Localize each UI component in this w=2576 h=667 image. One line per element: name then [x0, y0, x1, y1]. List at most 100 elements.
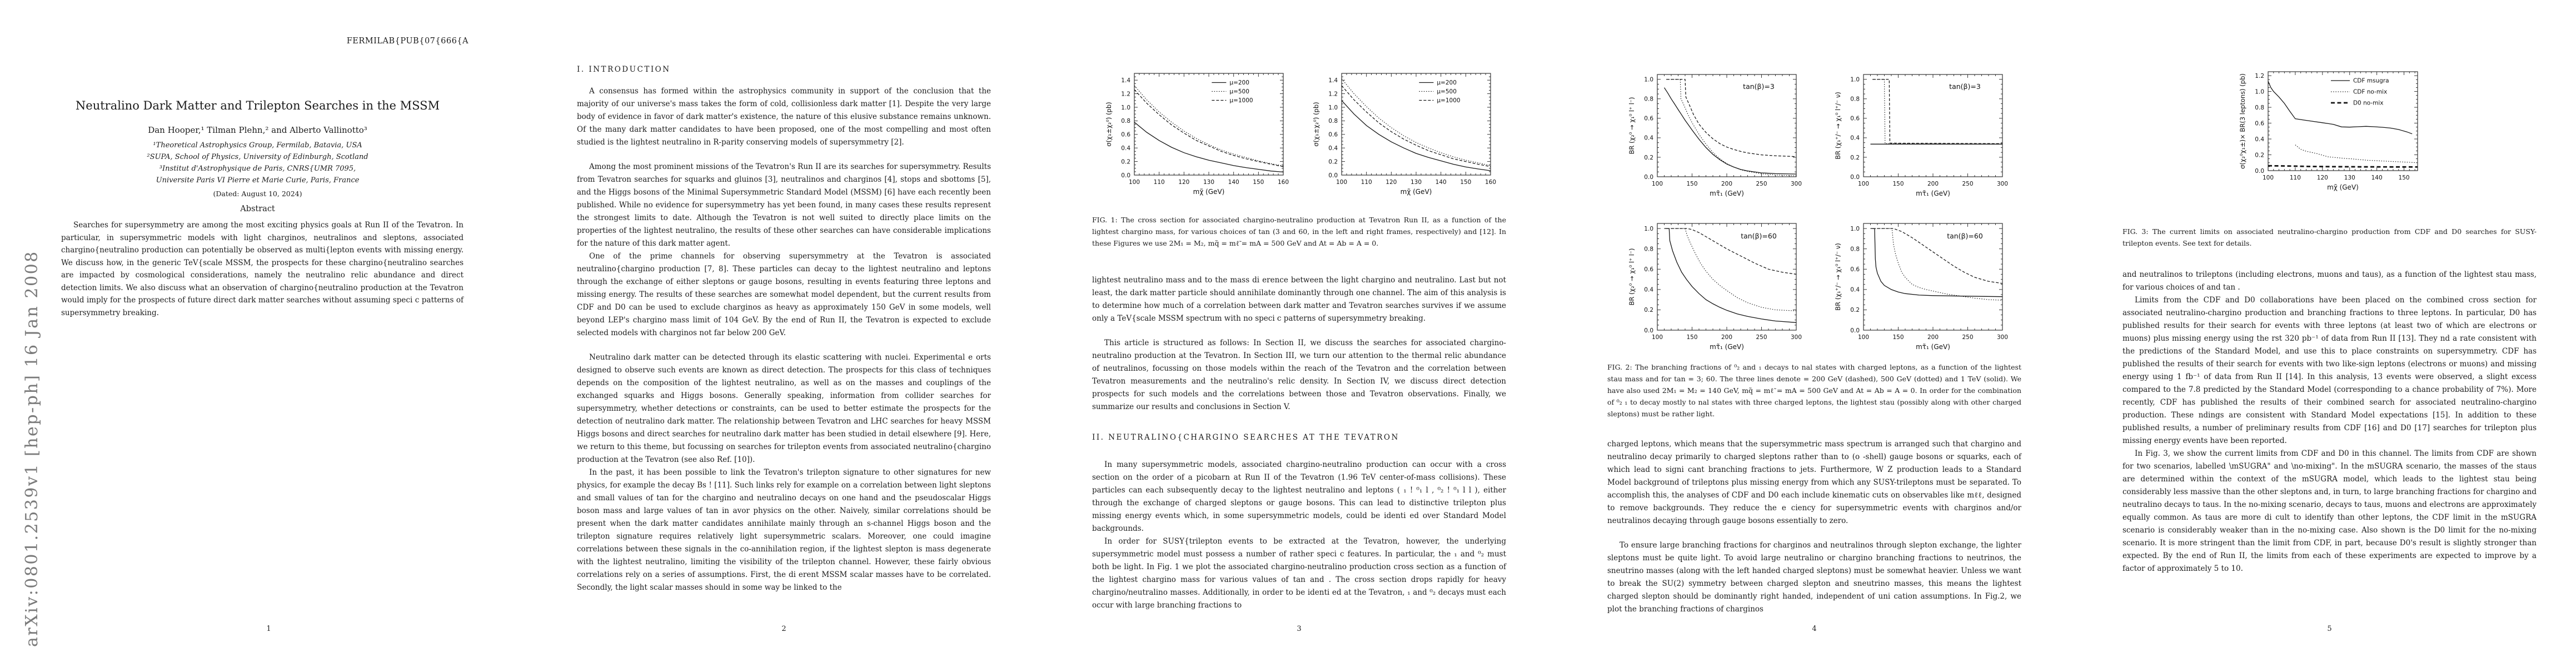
svg-text:0.4: 0.4	[1850, 287, 1860, 293]
svg-text:1.0: 1.0	[1121, 104, 1130, 111]
page-number-1: 1	[266, 625, 271, 633]
svg-text:1.0: 1.0	[1644, 226, 1653, 232]
authors-line: Dan Hooper,¹ Tilman Plehn,² and Alberto …	[148, 125, 367, 135]
svg-text:0.8: 0.8	[2255, 104, 2264, 111]
svg-text:0.0: 0.0	[2255, 168, 2264, 175]
svg-text:0.4: 0.4	[1644, 287, 1653, 293]
svg-text:250: 250	[1962, 181, 1973, 187]
page-4: FIG. 2: The branching fractions of ⁰₂ an…	[1546, 0, 2061, 667]
svg-text:130: 130	[1411, 179, 1422, 186]
svg-text:150: 150	[1686, 334, 1697, 341]
svg-text:160: 160	[1278, 179, 1289, 186]
svg-text:μ=500: μ=500	[1437, 88, 1457, 95]
abstract-text: Searches for supersymmetry are among the…	[61, 221, 464, 317]
svg-text:160: 160	[1485, 179, 1496, 186]
svg-text:0.8: 0.8	[1644, 246, 1653, 253]
svg-text:0.8: 0.8	[1328, 118, 1338, 125]
section-heading-searches: II. NEUTRALINO{CHARGINO SEARCHES AT THE …	[1092, 433, 1399, 442]
affiliation-1: ¹Theoretical Astrophysics Group, Fermila…	[153, 141, 362, 150]
svg-text:300: 300	[1791, 181, 1802, 187]
chart-fig1-panel-0: 100 110 120 130 140 150 160 0.0 0.2 0.4 0.6 0.8 1.0 1…	[1105, 73, 1289, 196]
svg-text:300: 300	[1997, 181, 2008, 187]
svg-text:300: 300	[1997, 334, 2008, 341]
svg-text:1.0: 1.0	[1850, 77, 1860, 83]
page-number-5: 5	[2327, 625, 2332, 633]
svg-text:300: 300	[1791, 334, 1802, 341]
chart-fig2-panel-3: 100 150 200 250 300 0.0 0.2 0.4 0.6 0.8 1.0 mτ̃₁ (G…	[1834, 223, 2008, 351]
affiliation-4: Universite Paris VI Pierre et Marie Curi…	[156, 176, 360, 185]
page-number-3: 3	[1297, 625, 1302, 633]
svg-text:0.0: 0.0	[1328, 172, 1338, 179]
page-5-column: and neutralinos to trileptons (including…	[2122, 268, 2537, 575]
svg-text:110: 110	[2290, 175, 2301, 181]
paragraph: In many supersymmetric models, associate…	[1092, 460, 1506, 533]
svg-text:1.0: 1.0	[1850, 226, 1860, 232]
svg-text:tan(β)=60: tan(β)=60	[1947, 232, 1983, 240]
paragraph: Limits from the CDF and D0 collaboration…	[2122, 296, 2537, 445]
svg-text:μ=200: μ=200	[1229, 79, 1249, 86]
svg-text:D0 no-mix: D0 no-mix	[2353, 100, 2384, 107]
svg-text:1.2: 1.2	[1121, 91, 1130, 97]
svg-text:μ=1000: μ=1000	[1437, 97, 1460, 104]
report-number: FERMILAB{PUB{07{666{A	[346, 37, 469, 46]
svg-text:100: 100	[1858, 181, 1869, 187]
svg-text:1.4: 1.4	[1328, 77, 1338, 84]
svg-text:μ=200: μ=200	[1437, 79, 1457, 86]
svg-text:0.2: 0.2	[1121, 158, 1130, 165]
svg-text:1.2: 1.2	[2255, 73, 2264, 79]
svg-text:1.2: 1.2	[1328, 91, 1338, 97]
svg-text:200: 200	[1721, 181, 1732, 187]
svg-text:200: 200	[1927, 181, 1939, 187]
svg-text:150: 150	[1686, 181, 1697, 187]
svg-text:0.2: 0.2	[1644, 307, 1653, 313]
abstract-block: Searches for supersymmetry are among the…	[61, 219, 464, 319]
svg-text:250: 250	[1756, 334, 1767, 341]
paragraph: lightest neutralino mass and to the mass…	[1092, 276, 1506, 323]
svg-text:0.4: 0.4	[1850, 135, 1860, 142]
svg-text:0.8: 0.8	[1850, 96, 1860, 103]
svg-text:mτ̃₁ (GeV): mτ̃₁ (GeV)	[1710, 343, 1744, 351]
chart-fig1-panel-1: 100 110 120 130 140 150 160 0.0 0.2 0.4 0.6 0.8 1.0 1…	[1312, 73, 1496, 196]
svg-text:1.0: 1.0	[1328, 104, 1338, 111]
chart-fig2-panel-1: 100 150 200 250 300 0.0 0.2 0.4 0.6 0.8 1.0 mτ̃₁ (G…	[1834, 74, 2008, 197]
svg-text:σ(χ₁±χ₂⁰) (pb): σ(χ₁±χ₂⁰) (pb)	[1312, 102, 1320, 146]
page-number-4: 4	[1812, 625, 1817, 633]
svg-text:mτ̃₁ (GeV): mτ̃₁ (GeV)	[1710, 190, 1744, 197]
figure-3-caption: FIG. 3: The current limits on associated…	[2122, 227, 2537, 247]
paper-title: Neutralino Dark Matter and Trilepton Sea…	[75, 99, 440, 112]
svg-text:0.6: 0.6	[1328, 132, 1338, 138]
svg-text:tan(β)=3: tan(β)=3	[1743, 82, 1775, 91]
page-2-column: I. INTRODUCTION A consensus has formed w…	[577, 63, 991, 594]
svg-text:0.4: 0.4	[2255, 136, 2264, 143]
svg-text:mτ̃₁ (GeV): mτ̃₁ (GeV)	[1916, 343, 1950, 351]
date-line: (Dated: August 10, 2024)	[213, 190, 302, 198]
svg-text:250: 250	[1756, 181, 1767, 187]
paragraph: This article is structured as follows: I…	[1092, 339, 1506, 411]
svg-text:140: 140	[2371, 175, 2383, 181]
svg-text:100: 100	[1858, 334, 1869, 341]
paragraph: In the past, it has been possible to lin…	[577, 468, 991, 592]
paragraph: To ensure large branching fractions for …	[1607, 541, 2021, 614]
svg-text:0.0: 0.0	[1644, 174, 1653, 181]
svg-text:BR (χ₁⁺/⁻ → χ₁⁰ l⁺/⁻ ν): BR (χ₁⁺/⁻ → χ₁⁰ l⁺/⁻ ν)	[1834, 92, 1842, 160]
page-1: arXiv:0801.2539v1 [hep-ph] 16 Jan 2008 F…	[0, 0, 515, 667]
svg-text:200: 200	[1721, 334, 1732, 341]
page-4-column: charged leptons, which means that the su…	[1607, 438, 2021, 616]
svg-text:200: 200	[1927, 334, 1939, 341]
svg-text:150: 150	[1892, 181, 1904, 187]
svg-text:150: 150	[1892, 334, 1904, 341]
svg-text:150: 150	[1253, 179, 1264, 186]
svg-text:0.6: 0.6	[1850, 116, 1860, 122]
paragraph: and neutralinos to trileptons (including…	[2122, 270, 2537, 292]
svg-text:0.6: 0.6	[1121, 132, 1130, 138]
paragraph: Among the most prominent missions of the…	[577, 162, 991, 248]
svg-text:0.4: 0.4	[1328, 145, 1338, 152]
svg-text:mτ̃₁ (GeV): mτ̃₁ (GeV)	[1916, 190, 1950, 197]
page-3: FIG. 1: The cross section for associated…	[1030, 0, 1546, 667]
svg-text:0.6: 0.6	[1850, 266, 1860, 273]
svg-text:0.8: 0.8	[1644, 96, 1653, 103]
svg-text:mχ̃ (GeV): mχ̃ (GeV)	[1401, 188, 1432, 196]
svg-text:tan(β)=3: tan(β)=3	[1949, 82, 1981, 91]
svg-text:1.0: 1.0	[1644, 77, 1653, 83]
